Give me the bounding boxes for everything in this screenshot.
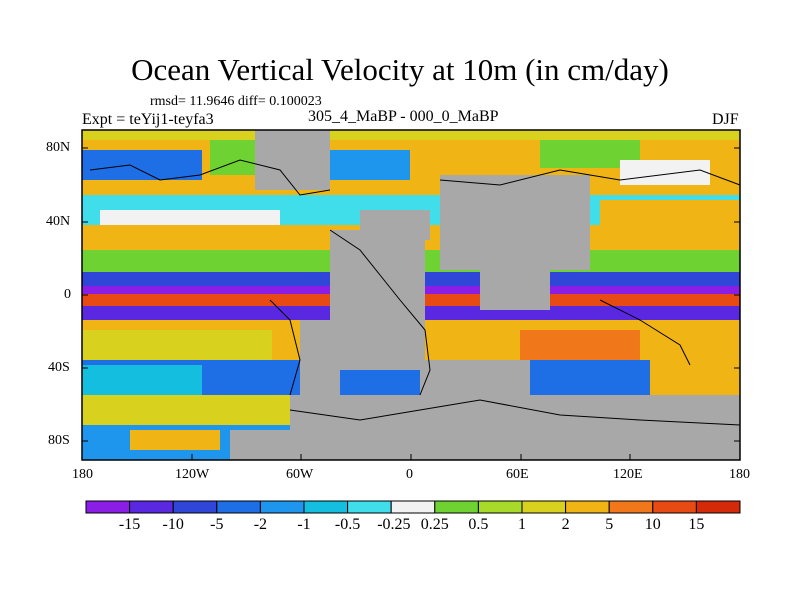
- coastlines: [89, 159, 741, 426]
- ocean-field: [82, 130, 740, 460]
- lon-label-60w: 60W: [286, 467, 314, 482]
- colorbar-label: 0.5: [468, 516, 489, 533]
- lat-label-80n: 80N: [46, 140, 71, 155]
- colorbar-label: -15: [118, 516, 141, 533]
- period-label: 305_4_MaBP - 000_0_MaBP: [308, 108, 499, 125]
- lat-label-40s: 40S: [48, 360, 70, 375]
- lon-label-120w: 120W: [175, 467, 210, 482]
- colorbar-label: 10: [644, 516, 661, 533]
- colorbar-label: -0.5: [334, 516, 361, 533]
- map-title: Ocean Vertical Velocity at 10m (in cm/da…: [131, 52, 669, 87]
- lon-label-60e: 60E: [506, 467, 529, 482]
- lat-label-80s: 80S: [48, 433, 70, 448]
- lat-ticks: [82, 147, 740, 442]
- colorbar-label: 5: [605, 516, 614, 533]
- lon-label-120e: 120E: [613, 467, 643, 482]
- colorbar-label: -5: [210, 516, 224, 533]
- colorbar-label: 1: [518, 516, 526, 533]
- colorbar-label: -0.25: [377, 516, 411, 533]
- colorbar-label: -2: [253, 516, 268, 533]
- season-label: DJF: [712, 111, 739, 128]
- lon-label-0: 0: [406, 467, 413, 482]
- colorbar-label: -1: [297, 516, 311, 533]
- colorbar-label: 0.25: [420, 516, 449, 533]
- stats-label: rmsd= 11.9646 diff= 0.100023: [150, 94, 322, 109]
- lon-label-180w: 180: [72, 467, 93, 482]
- lat-label-40n: 40N: [46, 214, 71, 229]
- colorbar-label: 15: [688, 516, 705, 533]
- lat-label-0: 0: [64, 287, 71, 302]
- colorbar-label: 2: [561, 516, 570, 533]
- colorbar-label: -10: [162, 516, 184, 533]
- lon-ticks: [81, 454, 741, 460]
- experiment-label: Expt = teYij1-teyfa3: [82, 111, 214, 128]
- lon-label-180e: 180: [729, 467, 750, 482]
